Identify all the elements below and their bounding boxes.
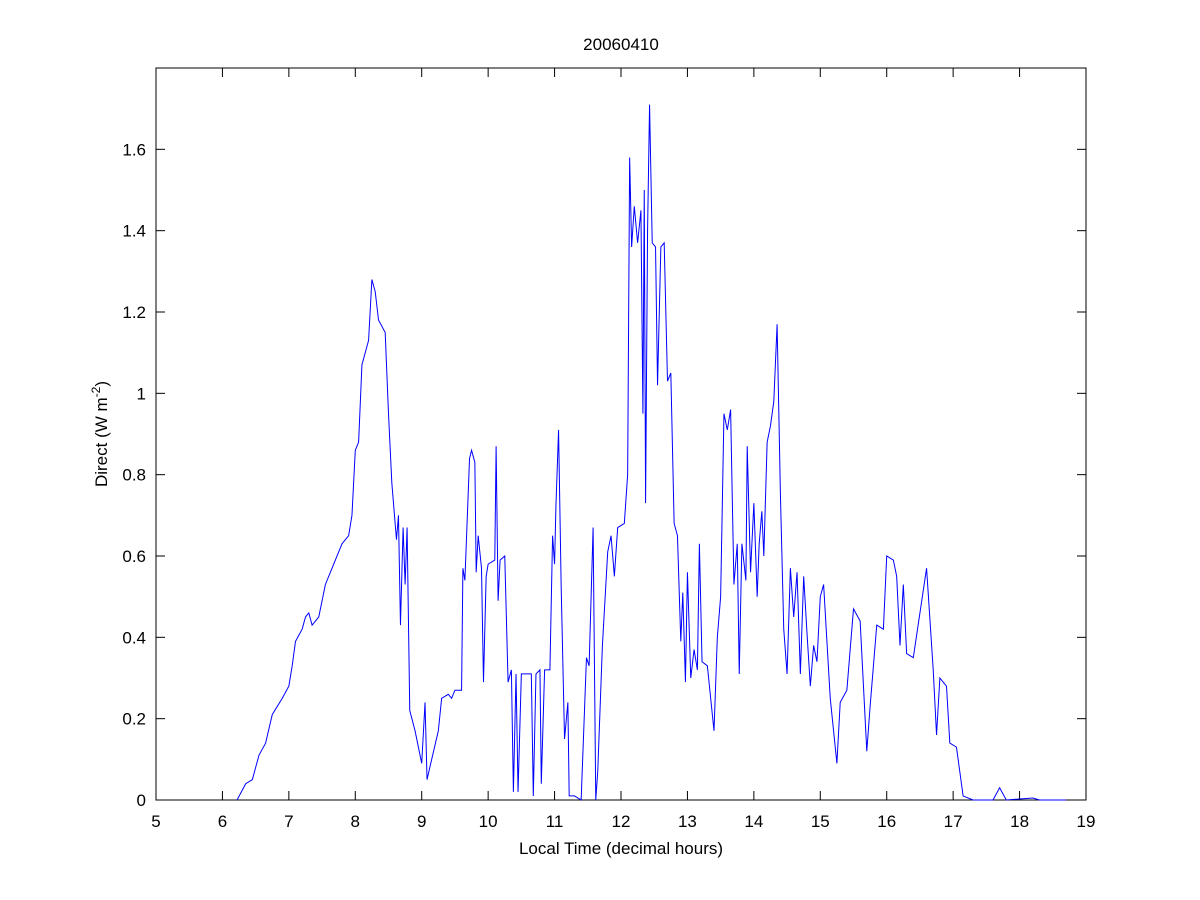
x-tick-label: 7: [284, 812, 293, 831]
y-tick-label: 0.6: [122, 547, 146, 566]
y-tick-label: 0.4: [122, 628, 146, 647]
data-line: [236, 104, 1067, 801]
x-tick-label: 15: [811, 812, 830, 831]
y-axis-label-end: ): [92, 381, 111, 387]
x-tick-label: 6: [218, 812, 227, 831]
x-tick-label: 10: [479, 812, 498, 831]
y-axis-label-text: Direct (W m: [92, 397, 111, 487]
x-tick-label: 9: [417, 812, 426, 831]
x-tick-label: 11: [546, 812, 564, 831]
y-axis-label: Direct (W m-2): [89, 381, 111, 487]
x-axis-label: Local Time (decimal hours): [519, 839, 723, 858]
x-tick-label: 16: [877, 812, 896, 831]
y-tick-label: 1.6: [122, 140, 146, 159]
y-tick-label: 0.2: [122, 710, 146, 729]
y-tick-label: 1: [137, 384, 146, 403]
y-tick-label: 1.2: [122, 303, 146, 322]
x-tick-label: 13: [678, 812, 697, 831]
x-tick-label: 8: [351, 812, 360, 831]
x-tick-label: 14: [744, 812, 763, 831]
y-tick-label: 1.4: [122, 222, 146, 241]
x-tick-label: 18: [1010, 812, 1029, 831]
chart-title: 20060410: [583, 35, 659, 54]
y-axis-label-sup: -2: [89, 386, 103, 397]
x-tick-label: 12: [612, 812, 631, 831]
x-tick-label: 19: [1077, 812, 1096, 831]
x-tick-label: 5: [151, 812, 160, 831]
x-tick-label: 17: [944, 812, 963, 831]
y-tick-label: 0.8: [122, 466, 146, 485]
y-tick-label: 0: [137, 791, 146, 810]
